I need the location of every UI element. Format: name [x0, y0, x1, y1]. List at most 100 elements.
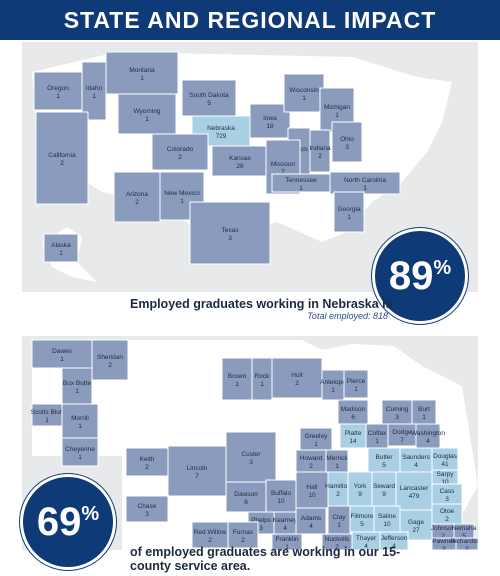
region-name: Gage [408, 519, 424, 526]
stat-circle-service-area: 69% [20, 474, 116, 570]
region-name: North Carolina [344, 177, 386, 184]
region-name: Holt [291, 372, 303, 379]
stat-unit: % [433, 256, 452, 279]
region-name: Madison [341, 406, 366, 413]
region-name: Jefferson [381, 535, 408, 542]
stat-value: 89 [388, 253, 434, 298]
region-value: 1 [335, 463, 339, 470]
region-value: 14 [349, 438, 357, 445]
region-name: Platte [345, 430, 362, 437]
region-name: Alaska [51, 242, 71, 249]
region-value: 2 [336, 491, 340, 498]
region-value: 2 [208, 537, 212, 544]
region-value: 1 [235, 381, 239, 388]
region-name: Clay [332, 514, 346, 521]
region-value: 1 [375, 438, 379, 445]
region-value: 1 [314, 441, 318, 448]
region-name: Colorado [167, 146, 194, 153]
region-value: 1 [337, 522, 341, 529]
region-value: 1 [354, 386, 358, 393]
region-value: 729 [216, 133, 227, 140]
stat-circle-nebraska: 89% [372, 228, 468, 324]
region-value: 1 [335, 112, 339, 119]
region-value: 2 [318, 153, 322, 160]
nebraska-map-panel: Dawes 1 Sheridan 2 Box Butte 1 Scotts Bluff 1 Mo… [22, 336, 478, 550]
region-value: 3 [395, 414, 399, 421]
region-value: 5 [207, 100, 211, 107]
region-name: Dodge [392, 429, 412, 436]
region-value: 1 [60, 356, 64, 363]
region-name: Sheridan [97, 354, 123, 361]
stat-value: 69 [36, 499, 82, 544]
region-name: Morrill [71, 415, 89, 422]
region-value: 1 [140, 75, 144, 82]
region-value: 2 [441, 533, 445, 540]
region-name: Richardson [451, 538, 478, 545]
region-value: 4 [364, 543, 368, 550]
region-value: 1 [260, 381, 264, 388]
region-name: Howard [300, 455, 323, 462]
region-value: 10 [383, 521, 391, 528]
region-value: 3 [345, 144, 349, 151]
region-name: Arizona [126, 191, 148, 198]
region-name: Chase [138, 503, 157, 510]
region-name: Douglas [433, 453, 458, 460]
region-value: 1 [78, 454, 82, 461]
region-name: Johnson [431, 525, 456, 532]
region-name: Sarpy [437, 471, 455, 478]
region-name: Keith [140, 456, 155, 463]
region-name: Wyoming [133, 108, 160, 115]
region-value: 2 [108, 362, 112, 369]
region-name: Merrick [326, 455, 348, 462]
region-name: Saline [378, 513, 396, 520]
region-value: 4 [414, 462, 418, 469]
region-name: Cass [440, 488, 456, 495]
region-value: 18 [266, 123, 274, 130]
region-name: Furnas [233, 529, 254, 536]
region-value: 10 [308, 492, 316, 499]
region-name: Rock [255, 373, 271, 380]
region-value: 1 [302, 95, 306, 102]
region-name: Dawson [234, 491, 258, 498]
region-name: Montana [129, 67, 155, 74]
region-name: Nemaha [452, 525, 477, 532]
region-value: 3 [249, 459, 253, 466]
region-name: Kearney [273, 517, 298, 524]
region-value: 5 [360, 521, 364, 528]
region-value: 6 [244, 499, 248, 506]
region-value: 3 [445, 496, 449, 503]
region-value: 1 [78, 423, 82, 430]
region-name: Buffalo [271, 490, 292, 497]
